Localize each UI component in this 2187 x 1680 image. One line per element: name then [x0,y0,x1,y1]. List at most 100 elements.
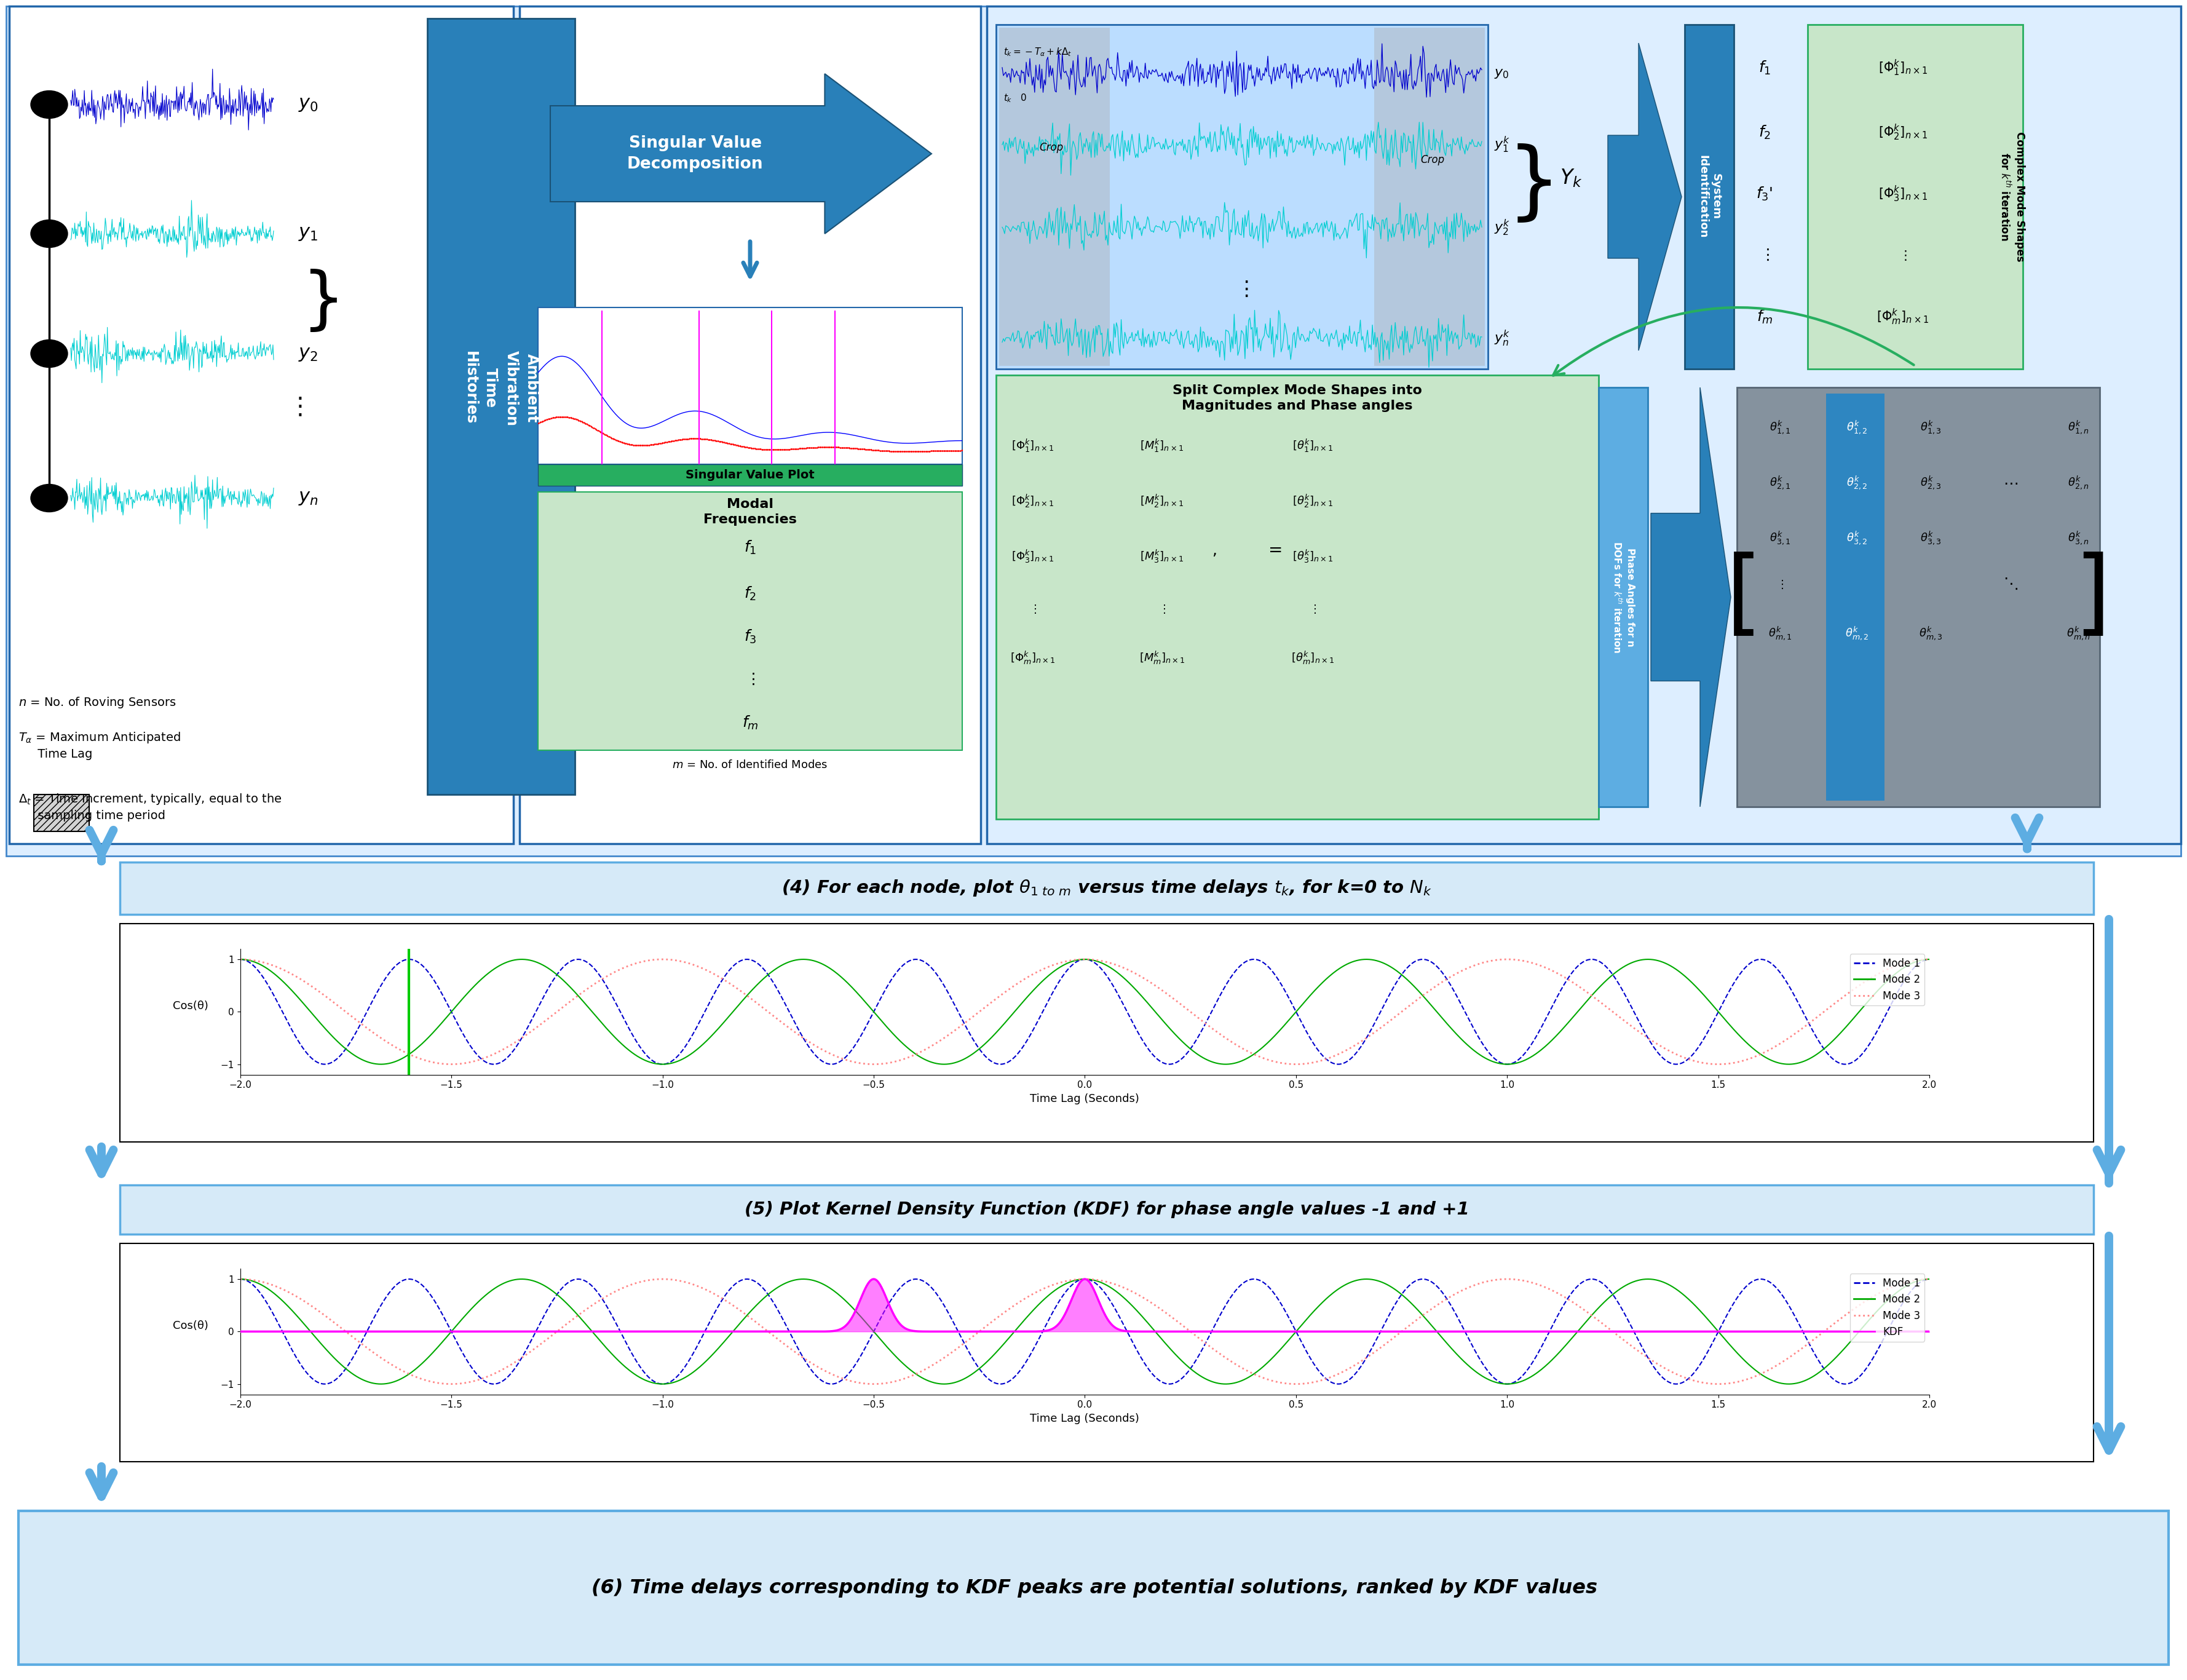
Text: $\theta_{m,2}^k$: $\theta_{m,2}^k$ [1846,625,1868,642]
Text: =: = [1268,541,1284,559]
Polygon shape [551,74,932,234]
Text: $[\Phi_3^k]_{n\times1}$: $[\Phi_3^k]_{n\times1}$ [1879,185,1927,203]
Text: $t_k$   0: $t_k$ 0 [1004,92,1026,104]
Text: $\theta_{3,2}^k$: $\theta_{3,2}^k$ [1846,529,1868,546]
Text: $y_1$: $y_1$ [297,225,317,242]
Text: $\cdots$: $\cdots$ [2003,475,2019,491]
Text: Crop: Crop [1039,143,1063,153]
Text: }: } [1507,143,1562,227]
Bar [521,7,980,843]
Text: $y_0$: $y_0$ [297,96,319,114]
Text: $y_0$: $y_0$ [1494,67,1509,81]
Text: $[\theta_3^k]_{n\times1}$: $[\theta_3^k]_{n\times1}$ [1293,548,1334,564]
Text: $\theta_{2,3}^k$: $\theta_{2,3}^k$ [1920,474,1942,491]
Bar [995,25,1487,370]
Ellipse shape [31,484,68,512]
Text: $y_n^k$: $y_n^k$ [1494,329,1511,348]
Text: $\theta_{3,1}^k$: $\theta_{3,1}^k$ [1769,529,1791,546]
Text: $[\Phi_2^k]_{n\times1}$: $[\Phi_2^k]_{n\times1}$ [1879,123,1927,141]
Text: $y_1^k$: $y_1^k$ [1494,134,1511,155]
Bar [7,7,2180,857]
Text: $\vdots$: $\vdots$ [289,396,302,418]
Legend: Mode 1, Mode 2, Mode 3: Mode 1, Mode 2, Mode 3 [1850,954,1925,1006]
Text: $\vdots$: $\vdots$ [1898,249,1907,262]
Text: $f_1$: $f_1$ [1758,59,1771,76]
Bar [538,492,962,751]
Text: $[\Phi_3^k]_{n\times1}$: $[\Phi_3^k]_{n\times1}$ [1013,548,1054,564]
Text: $[\Phi_2^k]_{n\times1}$: $[\Phi_2^k]_{n\times1}$ [1013,494,1054,509]
Text: $\theta_{3,n}^k$: $\theta_{3,n}^k$ [2067,529,2089,546]
Ellipse shape [31,220,68,247]
Text: $\theta_{1,3}^k$: $\theta_{1,3}^k$ [1920,418,1942,435]
Text: $m$ = No. of Identified Modes: $m$ = No. of Identified Modes [671,759,829,771]
Text: $[M_3^k]_{n\times1}$: $[M_3^k]_{n\times1}$ [1139,548,1183,564]
Text: $\theta_{2,2}^k$: $\theta_{2,2}^k$ [1846,474,1868,491]
Polygon shape [1651,388,1730,806]
Text: $[\theta_m^k]_{n\times1}$: $[\theta_m^k]_{n\times1}$ [1290,650,1334,665]
Ellipse shape [31,91,68,118]
Polygon shape [1607,44,1682,351]
Bar [120,862,2093,914]
Text: $\theta_{m,3}^k$: $\theta_{m,3}^k$ [1918,625,1942,642]
Text: $\theta_{1,n}^k$: $\theta_{1,n}^k$ [2067,418,2089,435]
Text: $\theta_{2,n}^k$: $\theta_{2,n}^k$ [2067,474,2089,491]
Text: $f_m$: $f_m$ [741,714,759,731]
Text: Singular Value
Decomposition: Singular Value Decomposition [628,136,763,171]
Text: Crop: Crop [1422,155,1446,165]
Text: $\vdots$: $\vdots$ [1761,249,1769,262]
Text: $y_n$: $y_n$ [297,489,319,507]
Text: }: } [302,269,346,334]
Bar [1599,388,1647,806]
Text: $\theta_{2,1}^k$: $\theta_{2,1}^k$ [1769,474,1791,491]
Text: $\theta_{1,2}^k$: $\theta_{1,2}^k$ [1846,418,1868,435]
Text: $f_3$': $f_3$' [1756,185,1774,202]
Text: $f_m$: $f_m$ [1756,309,1774,324]
Text: $T_{\alpha}$ = Maximum Anticipated
     Time Lag: $T_{\alpha}$ = Maximum Anticipated Time … [17,731,182,759]
Text: $y_2^k$: $y_2^k$ [1494,218,1511,237]
Text: Phase Angles for n
DOFs for $k^{th}$ iteration: Phase Angles for n DOFs for $k^{th}$ ite… [1612,541,1636,654]
Text: Split Complex Mode Shapes into
Magnitudes and Phase angles: Split Complex Mode Shapes into Magnitude… [1172,385,1422,412]
Bar [986,7,2180,843]
Text: $[\Phi_1^k]_{n\times1}$: $[\Phi_1^k]_{n\times1}$ [1013,438,1054,454]
Text: $\vdots$: $\vdots$ [1236,279,1249,299]
Text: $\theta_{m,n}^k$: $\theta_{m,n}^k$ [2067,625,2091,642]
X-axis label: Time Lag (Seconds): Time Lag (Seconds) [1030,1094,1139,1104]
Text: $[\theta_1^k]_{n\times1}$: $[\theta_1^k]_{n\times1}$ [1293,438,1334,454]
Bar [120,924,2093,1142]
Bar [538,464,962,486]
Y-axis label: Cos(θ): Cos(θ) [173,1001,208,1011]
Text: $\vdots$: $\vdots$ [746,672,755,687]
Text: (6) Time delays corresponding to KDF peaks are potential solutions, ranked by KD: (6) Time delays corresponding to KDF pea… [590,1578,1597,1598]
Text: $\vdots$: $\vdots$ [1776,578,1785,590]
Text: $\vdots$: $\vdots$ [1159,603,1166,615]
Bar [120,1243,2093,1462]
Bar [999,27,1109,366]
Text: Complex Mode Shapes
for $k^{th}$ iteration: Complex Mode Shapes for $k^{th}$ iterati… [1999,131,2025,262]
Text: $\theta_{1,1}^k$: $\theta_{1,1}^k$ [1769,418,1791,435]
Text: $[M_m^k]_{n\times1}$: $[M_m^k]_{n\times1}$ [1139,650,1185,665]
Text: $f_3$: $f_3$ [744,628,757,645]
Text: $\Delta_t$ = Time Increment, typically, equal to the
     sampling time period: $\Delta_t$ = Time Increment, typically, … [17,791,282,822]
Text: $Y_k$: $Y_k$ [1559,168,1581,188]
Bar [33,795,90,832]
Text: $\theta_{m,1}^k$: $\theta_{m,1}^k$ [1767,625,1791,642]
Bar [17,1510,2170,1665]
Bar [120,1184,2093,1235]
Text: $\vdots$: $\vdots$ [1030,603,1037,615]
Text: $n$ = No. of Roving Sensors: $n$ = No. of Roving Sensors [17,696,177,709]
Text: ,: , [1212,543,1216,558]
Bar [426,18,575,795]
Text: $[\Phi_1^k]_{n\times1}$: $[\Phi_1^k]_{n\times1}$ [1879,59,1927,77]
Text: Singular Value Plot: Singular Value Plot [687,469,814,480]
Text: $f_1$: $f_1$ [744,539,757,556]
Text: $y_2$: $y_2$ [297,344,317,363]
Text: System
Identification: System Identification [1697,155,1721,239]
Text: $\theta_{3,3}^k$: $\theta_{3,3}^k$ [1920,529,1942,546]
Y-axis label: Cos(θ): Cos(θ) [173,1320,208,1332]
Text: Modal
Frequencies: Modal Frequencies [704,497,796,526]
Text: [: [ [1726,551,1763,643]
Text: $[\theta_2^k]_{n\times1}$: $[\theta_2^k]_{n\times1}$ [1293,494,1334,509]
Text: $t_k = -T_\alpha + k\Delta_t$: $t_k = -T_\alpha + k\Delta_t$ [1004,47,1072,59]
Text: $[\Phi_m^k]_{n\times1}$: $[\Phi_m^k]_{n\times1}$ [1010,650,1056,665]
Text: $[M_1^k]_{n\times1}$: $[M_1^k]_{n\times1}$ [1139,438,1183,454]
